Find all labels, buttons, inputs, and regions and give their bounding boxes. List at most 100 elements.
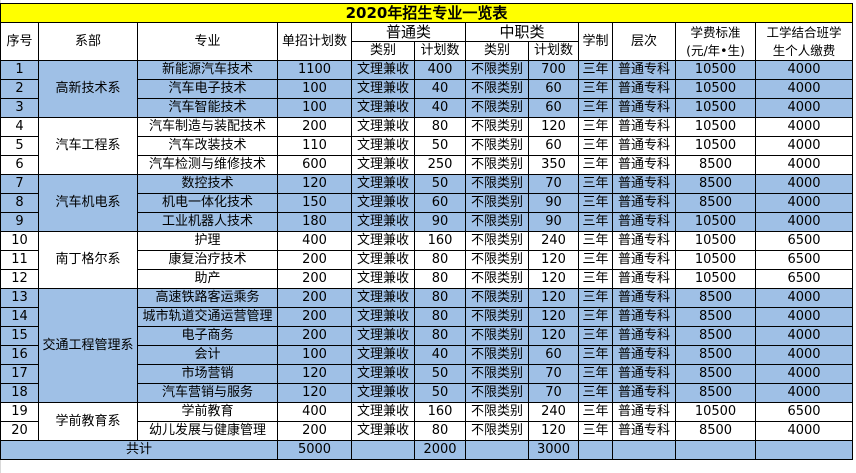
- cell-vocational-category[interactable]: 不限类别: [465, 193, 529, 213]
- cell-major[interactable]: 工业机器人技术: [137, 212, 278, 232]
- cell-vocational-plan[interactable]: 120: [528, 288, 579, 308]
- cell-general-category[interactable]: 文理兼收: [351, 212, 415, 232]
- cell-tuition[interactable]: 8500: [675, 421, 756, 441]
- cell-index[interactable]: 19: [0, 402, 39, 422]
- cell-major[interactable]: 助产: [137, 269, 278, 289]
- header-single-plan[interactable]: 单招计划数: [277, 22, 352, 61]
- cell-index[interactable]: 7: [0, 174, 39, 194]
- cell-level[interactable]: 普通专科: [612, 269, 676, 289]
- cell-tuition[interactable]: 8500: [675, 174, 756, 194]
- header-index[interactable]: 序号: [0, 22, 39, 61]
- cell-index[interactable]: 20: [0, 421, 39, 441]
- cell-general-category[interactable]: 文理兼收: [351, 345, 415, 365]
- total-duration[interactable]: [578, 440, 613, 460]
- cell-major[interactable]: 康复治疗技术: [137, 250, 278, 270]
- cell-major[interactable]: 幼儿发展与健康管理: [137, 421, 278, 441]
- cell-vocational-plan[interactable]: 90: [528, 212, 579, 232]
- cell-general-plan[interactable]: 80: [414, 307, 466, 327]
- cell-workstudy-fee[interactable]: 4000: [755, 98, 853, 118]
- cell-major[interactable]: 汽车营销与服务: [137, 383, 278, 403]
- cell-single-plan[interactable]: 400: [277, 231, 352, 251]
- cell-general-category[interactable]: 文理兼收: [351, 136, 415, 156]
- cell-general-category[interactable]: 文理兼收: [351, 421, 415, 441]
- cell-single-plan[interactable]: 600: [277, 155, 352, 175]
- cell-vocational-category[interactable]: 不限类别: [465, 402, 529, 422]
- cell-major[interactable]: 护理: [137, 231, 278, 251]
- cell-major[interactable]: 汽车检测与维修技术: [137, 155, 278, 175]
- cell-duration[interactable]: 三年: [578, 79, 613, 99]
- cell-index[interactable]: 6: [0, 155, 39, 175]
- cell-vocational-plan[interactable]: 240: [528, 231, 579, 251]
- total-vocational-plan[interactable]: 3000: [528, 440, 579, 460]
- cell-general-category[interactable]: 文理兼收: [351, 364, 415, 384]
- cell-duration[interactable]: 三年: [578, 174, 613, 194]
- cell-general-category[interactable]: 文理兼收: [351, 326, 415, 346]
- cell-vocational-plan[interactable]: 120: [528, 421, 579, 441]
- header-tuition[interactable]: 学费标准 (元/年•生): [675, 22, 756, 61]
- cell-general-plan[interactable]: 50: [414, 383, 466, 403]
- cell-general-plan[interactable]: 80: [414, 117, 466, 137]
- cell-duration[interactable]: 三年: [578, 402, 613, 422]
- cell-vocational-category[interactable]: 不限类别: [465, 421, 529, 441]
- cell-workstudy-fee[interactable]: 4000: [755, 421, 853, 441]
- cell-department[interactable]: 高新技术系: [38, 60, 138, 118]
- cell-vocational-category[interactable]: 不限类别: [465, 98, 529, 118]
- cell-vocational-plan[interactable]: 60: [528, 98, 579, 118]
- cell-workstudy-fee[interactable]: 6500: [755, 250, 853, 270]
- cell-index[interactable]: 10: [0, 231, 39, 251]
- cell-single-plan[interactable]: 200: [277, 421, 352, 441]
- cell-duration[interactable]: 三年: [578, 117, 613, 137]
- cell-workstudy-fee[interactable]: 6500: [755, 269, 853, 289]
- cell-index[interactable]: 11: [0, 250, 39, 270]
- cell-general-plan[interactable]: 90: [414, 212, 466, 232]
- cell-single-plan[interactable]: 1100: [277, 60, 352, 80]
- cell-major[interactable]: 汽车智能技术: [137, 98, 278, 118]
- cell-tuition[interactable]: 10500: [675, 117, 756, 137]
- cell-single-plan[interactable]: 100: [277, 345, 352, 365]
- cell-vocational-category[interactable]: 不限类别: [465, 364, 529, 384]
- cell-workstudy-fee[interactable]: 4000: [755, 307, 853, 327]
- cell-vocational-plan[interactable]: 60: [528, 79, 579, 99]
- cell-vocational-category[interactable]: 不限类别: [465, 136, 529, 156]
- cell-single-plan[interactable]: 120: [277, 383, 352, 403]
- cell-single-plan[interactable]: 120: [277, 364, 352, 384]
- cell-general-plan[interactable]: 80: [414, 250, 466, 270]
- cell-tuition[interactable]: 8500: [675, 383, 756, 403]
- cell-tuition[interactable]: 10500: [675, 136, 756, 156]
- cell-tuition[interactable]: 10500: [675, 231, 756, 251]
- cell-single-plan[interactable]: 200: [277, 288, 352, 308]
- total-general-plan[interactable]: 2000: [414, 440, 466, 460]
- cell-general-plan[interactable]: 80: [414, 421, 466, 441]
- cell-general-plan[interactable]: 50: [414, 364, 466, 384]
- cell-tuition[interactable]: 10500: [675, 402, 756, 422]
- cell-workstudy-fee[interactable]: 4000: [755, 155, 853, 175]
- cell-workstudy-fee[interactable]: 4000: [755, 345, 853, 365]
- cell-major[interactable]: 高速铁路客运乘务: [137, 288, 278, 308]
- cell-duration[interactable]: 三年: [578, 155, 613, 175]
- cell-tuition[interactable]: 8500: [675, 307, 756, 327]
- cell-workstudy-fee[interactable]: 4000: [755, 383, 853, 403]
- cell-vocational-category[interactable]: 不限类别: [465, 288, 529, 308]
- header-general-plan[interactable]: 计划数: [414, 41, 466, 61]
- cell-vocational-category[interactable]: 不限类别: [465, 383, 529, 403]
- cell-tuition[interactable]: 8500: [675, 155, 756, 175]
- header-general-group[interactable]: 普通类: [351, 22, 466, 42]
- cell-level[interactable]: 普通专科: [612, 288, 676, 308]
- cell-vocational-category[interactable]: 不限类别: [465, 250, 529, 270]
- cell-workstudy-fee[interactable]: 4000: [755, 212, 853, 232]
- cell-general-plan[interactable]: 40: [414, 98, 466, 118]
- cell-index[interactable]: 8: [0, 193, 39, 213]
- cell-level[interactable]: 普通专科: [612, 212, 676, 232]
- cell-general-plan[interactable]: 250: [414, 155, 466, 175]
- cell-tuition[interactable]: 10500: [675, 212, 756, 232]
- cell-duration[interactable]: 三年: [578, 98, 613, 118]
- cell-duration[interactable]: 三年: [578, 421, 613, 441]
- cell-level[interactable]: 普通专科: [612, 174, 676, 194]
- cell-major[interactable]: 会计: [137, 345, 278, 365]
- cell-department[interactable]: 南丁格尔系: [38, 231, 138, 289]
- cell-major[interactable]: 数控技术: [137, 174, 278, 194]
- header-vocational-group[interactable]: 中职类: [465, 22, 579, 42]
- cell-vocational-plan[interactable]: 240: [528, 402, 579, 422]
- cell-index[interactable]: 5: [0, 136, 39, 156]
- cell-index[interactable]: 13: [0, 288, 39, 308]
